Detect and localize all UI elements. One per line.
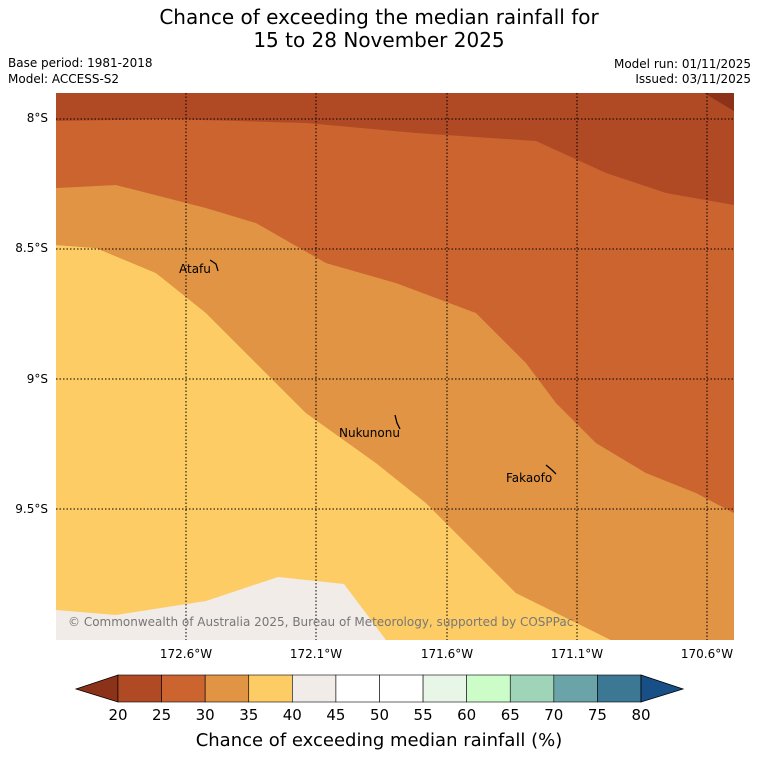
model-text: Model: ACCESS-S2 — [8, 72, 120, 86]
colorbar-cell — [117, 674, 162, 703]
lon-label-170-6w: 170.6°W — [680, 647, 734, 661]
lon-label-171-1w: 171.1°W — [550, 647, 604, 661]
place-label-fakaofo: Fakaofo — [506, 471, 552, 485]
colorbar-tick-label: 70 — [544, 706, 564, 724]
atafu-atoll-outline — [209, 259, 219, 272]
rainfall-map: Atafu Nukunonu Fakaofo © Commonwealth of… — [56, 93, 734, 640]
colorbar-cell — [161, 674, 206, 703]
colorbar-cell — [466, 674, 511, 703]
colorbar-cell — [335, 674, 380, 703]
colorbar-cell — [292, 674, 337, 703]
colorbar-cell — [597, 674, 642, 703]
colorbar-tick-label: 25 — [152, 706, 172, 724]
colorbar-tick-label: 35 — [239, 706, 259, 724]
colorbar-tick-label: 50 — [369, 706, 390, 724]
colorbar-over-arrow — [640, 674, 685, 703]
lat-label-8s: 8°S — [26, 111, 48, 125]
nukunonu-atoll-outline — [394, 414, 401, 430]
colorbar-tick-label: 55 — [413, 706, 433, 724]
model-run-text: Model run: 01/11/2025 — [613, 57, 751, 71]
colorbar-label: Chance of exceeding median rainfall (%) — [195, 730, 563, 751]
colorbar-tick-label: 20 — [108, 706, 128, 724]
colorbar-cell — [379, 674, 424, 703]
lat-label-8-5s: 8.5°S — [15, 241, 48, 255]
lon-label-171-6w: 171.6°W — [420, 647, 474, 661]
graticule — [56, 93, 734, 640]
issued-text: Issued: 03/11/2025 — [635, 72, 751, 86]
colorbar — [74, 674, 685, 703]
colorbar-tick-label: 65 — [500, 706, 520, 724]
colorbar-cell — [422, 674, 467, 703]
map-title-line-2: 15 to 28 November 2025 — [253, 28, 505, 52]
map-title-line-1: Chance of exceeding the median rainfall … — [159, 5, 599, 29]
copyright-text: © Commonwealth of Australia 2025, Bureau… — [68, 615, 573, 629]
zone-25-30 — [56, 119, 734, 513]
zone-dark-corner — [704, 93, 734, 111]
lat-label-9-5s: 9.5°S — [15, 502, 48, 516]
colorbar-tick-label: 75 — [587, 706, 607, 724]
lat-label-9s: 9°S — [26, 372, 48, 386]
colorbar-tick-label: 80 — [631, 706, 651, 724]
lon-label-172-1w: 172.1°W — [289, 647, 343, 661]
colorbar-tick-label: 40 — [282, 706, 302, 724]
lon-label-172-6w: 172.6°W — [159, 647, 213, 661]
zone-30-35 — [56, 185, 734, 640]
colorbar-cell — [248, 674, 293, 703]
place-label-atafu: Atafu — [179, 262, 211, 276]
base-period-text: Base period: 1981-2018 — [8, 56, 153, 70]
zone-40-45 — [56, 577, 386, 640]
colorbar-tick-label: 45 — [326, 706, 346, 724]
place-label-nukunonu: Nukunonu — [339, 426, 400, 440]
colorbar-cell — [204, 674, 250, 703]
colorbar-under-arrow — [74, 674, 119, 703]
colorbar-cell — [553, 674, 598, 703]
colorbar-tick-label: 30 — [195, 706, 215, 724]
zone-35-40 — [56, 245, 611, 640]
colorbar-tick-label: 60 — [457, 706, 477, 724]
colorbar-cells — [117, 674, 642, 703]
fakaofo-atoll-outline — [545, 464, 557, 475]
colorbar-cell — [509, 674, 555, 703]
